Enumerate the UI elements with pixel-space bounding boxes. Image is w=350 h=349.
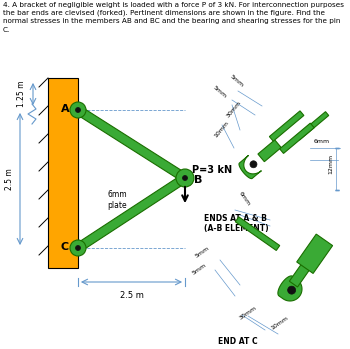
Text: 4. A bracket of negligible weight is loaded with a force P of 3 kN. For intercon: 4. A bracket of negligible weight is loa… [3,2,344,32]
Circle shape [70,102,86,118]
Polygon shape [297,234,332,273]
Text: 5mm: 5mm [212,85,228,99]
Text: A: A [61,104,69,114]
Text: B: B [194,175,202,185]
Circle shape [182,176,188,180]
Polygon shape [280,123,314,154]
Text: 2.5 m: 2.5 m [5,168,14,190]
Text: 12mm: 12mm [328,154,333,174]
Text: 5mm: 5mm [229,74,245,88]
Text: 5mm: 5mm [194,246,210,259]
Circle shape [70,240,86,256]
Text: 30mm: 30mm [226,101,243,119]
Polygon shape [278,276,302,301]
Polygon shape [296,112,329,140]
Bar [48,78,78,268]
Circle shape [176,169,194,187]
Circle shape [76,107,80,112]
Text: 1.25 m: 1.25 m [16,81,26,107]
Polygon shape [239,155,261,179]
Polygon shape [76,106,187,182]
Circle shape [288,286,296,294]
Polygon shape [289,263,310,287]
Polygon shape [235,217,280,251]
Text: 10mm: 10mm [270,315,289,331]
Circle shape [250,161,257,168]
Polygon shape [270,111,304,141]
Text: C: C [61,242,69,252]
Polygon shape [258,140,281,162]
Polygon shape [76,174,188,252]
Text: 6mm
plate: 6mm plate [107,190,127,210]
Text: ENDS AT A & B
(A-B ELEMENT): ENDS AT A & B (A-B ELEMENT) [204,214,269,233]
Text: 30mm: 30mm [238,305,257,321]
Text: 5mm: 5mm [191,263,207,276]
Text: END AT C: END AT C [218,337,258,346]
Text: 10mm: 10mm [214,120,230,139]
Text: 2.5 m: 2.5 m [120,291,144,300]
Text: P=3 kN: P=3 kN [192,165,232,175]
Circle shape [76,245,80,251]
Text: 6mm: 6mm [314,139,330,144]
Text: 6mm: 6mm [238,191,251,207]
